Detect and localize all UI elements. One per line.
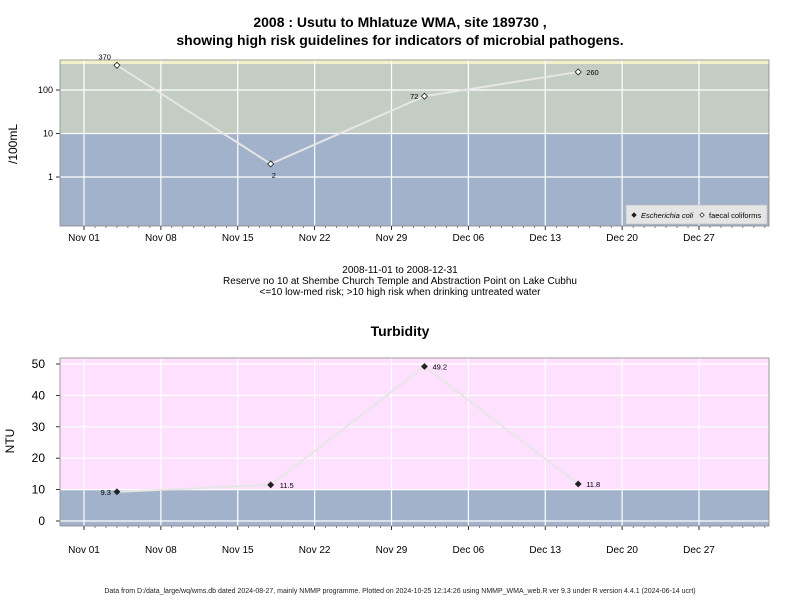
plot-frame — [59, 59, 770, 227]
x-tick-label: Dec 20 — [606, 545, 638, 556]
x-tick-label: Nov 29 — [376, 233, 408, 244]
y-tick-label: 0 — [38, 514, 45, 528]
turbidity-chart-panel: Nov 01 Nov 08 Nov 15 Nov 22 Nov 29 Dec 06 Dec … — [32, 357, 770, 556]
high-risk-band — [60, 64, 769, 134]
y-tick-label: 1 — [48, 172, 53, 182]
y-tick-label: 30 — [32, 420, 46, 434]
legend-label: Escherichia coli — [641, 211, 693, 220]
x-tick-label: Nov 01 — [68, 545, 100, 556]
x-tick-label: Nov 15 — [222, 545, 254, 556]
x-tick-label: Nov 29 — [376, 545, 408, 556]
data-point-label: 9.3 — [101, 488, 111, 497]
x-tick-label: Dec 20 — [606, 233, 638, 244]
chart-title-line2: showing high risk guidelines for indicat… — [176, 32, 624, 48]
x-tick-label: Nov 22 — [299, 545, 331, 556]
data-point-label: 260 — [586, 68, 599, 77]
x-tick-label: Dec 27 — [683, 233, 715, 244]
data-point-marker — [113, 488, 121, 496]
turbidity-high-risk-band — [60, 358, 769, 490]
turbidity-low-risk-band — [60, 489, 769, 526]
x-tick-label: Dec 27 — [683, 545, 715, 556]
x-tick-label: Dec 06 — [453, 545, 485, 556]
site-description-caption: Reserve no 10 at Shembe Church Temple an… — [223, 276, 577, 287]
y-tick-label: 40 — [32, 388, 46, 402]
legend-marker — [699, 212, 705, 218]
data-point-label: 49.2 — [432, 363, 447, 372]
data-point-label: 72 — [410, 92, 418, 101]
date-range-caption: 2008-11-01 to 2008-12-31 — [342, 265, 458, 276]
y-tick-label: 100 — [38, 85, 53, 95]
x-tick-label: Nov 15 — [222, 233, 254, 244]
data-point-marker — [574, 480, 582, 488]
turbidity-line — [116, 365, 579, 493]
y-tick-label: 10 — [32, 483, 46, 497]
data-source-footer: Data from D:/data_large/wq/wms.db dated … — [104, 588, 696, 595]
plot-frame — [59, 357, 770, 527]
x-tick-label: Nov 08 — [145, 545, 177, 556]
data-point-label: 2 — [272, 171, 276, 180]
y-tick-label: 50 — [32, 357, 46, 371]
data-point-label: 11.8 — [586, 480, 600, 489]
top-strip-band — [60, 60, 769, 65]
turbidity-title: Turbidity — [370, 323, 430, 339]
x-tick-label: Nov 08 — [145, 233, 177, 244]
x-tick-label: Dec 13 — [529, 545, 561, 556]
legend-marker — [631, 212, 637, 218]
risk-guideline-caption: <=10 low-med risk; >10 high risk when dr… — [259, 287, 541, 298]
y-tick-label: 10 — [43, 129, 53, 139]
legend-label: faecal coliforms — [709, 211, 761, 220]
data-point-marker — [267, 160, 275, 168]
data-point-marker — [113, 61, 121, 69]
data-point-marker — [420, 92, 429, 100]
data-point-label: 370 — [98, 52, 111, 61]
data-point-marker — [267, 481, 275, 489]
microbial-chart-panel: Nov 01 Nov 08 Nov 15 Nov 22 Nov 29 Dec 06 Dec … — [38, 52, 770, 244]
chart-title-line1: 2008 : Usutu to Mhlatuze WMA, site 18973… — [253, 14, 547, 30]
x-tick-label: Dec 06 — [453, 233, 485, 244]
data-point-marker — [574, 68, 582, 76]
y-tick-label: 20 — [32, 451, 46, 465]
data-point-marker — [421, 363, 428, 370]
x-tick-label: Dec 13 — [529, 233, 561, 244]
legend-box — [625, 204, 768, 225]
data-point-label: 11.5 — [280, 481, 294, 490]
faecal-coliforms-line — [116, 64, 579, 166]
x-tick-label: Nov 01 — [68, 233, 100, 244]
x-tick-label: Nov 22 — [299, 233, 331, 244]
